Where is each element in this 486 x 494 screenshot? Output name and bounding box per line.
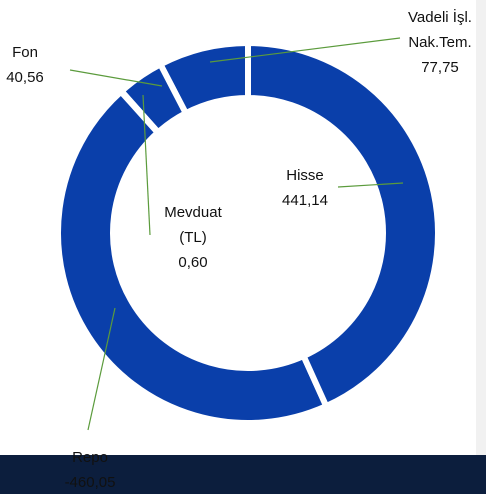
value-label: 40,56 [6,69,44,86]
leader-line [69,69,163,87]
footer-band [0,455,486,494]
category-label: Vadeli İşl. Nak.Tem. [408,9,472,51]
leader-line [142,94,151,236]
value-label: 0,60 [178,254,208,271]
donut-segment [55,87,331,426]
value-label: 77,75 [421,59,459,76]
donut-segment [245,39,441,411]
leader-line [87,307,116,431]
leader-line [209,37,401,63]
category-label: Fon [12,44,38,61]
value-label: 441,14 [282,192,328,209]
leader-line [337,182,404,188]
value-label: -460,05 [64,474,116,491]
category-label: Mevduat (TL) [164,204,222,246]
category-label: Hisse [286,167,324,184]
side-strip [476,0,486,455]
category-label: Repo [72,449,108,466]
